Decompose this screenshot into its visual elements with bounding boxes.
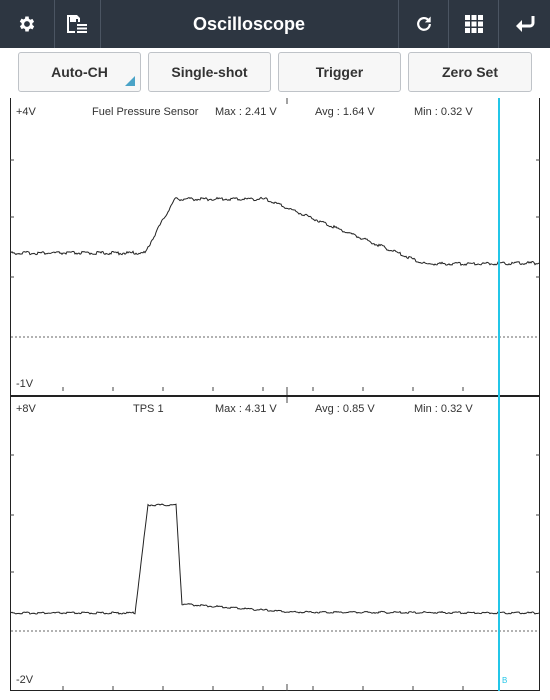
scope-area[interactable] bbox=[10, 98, 540, 691]
zero-set-button[interactable]: Zero Set bbox=[408, 52, 532, 92]
ticks bbox=[10, 98, 540, 691]
trigger-label: Trigger bbox=[315, 64, 364, 80]
auto-ch-button[interactable]: Auto-CH bbox=[18, 52, 141, 92]
refresh-icon bbox=[417, 16, 431, 31]
grid-icon bbox=[465, 15, 483, 33]
refresh-button[interactable] bbox=[398, 0, 449, 48]
ch2-name: TPS 1 bbox=[133, 403, 164, 415]
back-arrow-icon bbox=[516, 16, 535, 32]
back-button[interactable] bbox=[498, 0, 550, 48]
ch2-max: Max : 4.31 V bbox=[215, 403, 277, 415]
page-title: Oscilloscope bbox=[192, 13, 306, 34]
zero-set-label: Zero Set bbox=[441, 64, 498, 80]
ch1-min: Min : 0.32 V bbox=[414, 106, 473, 118]
cursor-b-label: B bbox=[502, 676, 508, 685]
ch2-min: Min : 0.32 V bbox=[414, 403, 473, 415]
single-shot-button[interactable]: Single-shot bbox=[148, 52, 271, 92]
trigger-button[interactable]: Trigger bbox=[278, 52, 401, 92]
dropdown-corner-icon bbox=[125, 76, 135, 86]
ch1-avg: Avg : 1.64 V bbox=[315, 106, 375, 118]
ch1-trace bbox=[10, 196, 540, 267]
ch2-avg: Avg : 0.85 V bbox=[315, 403, 375, 415]
toolbar: Oscilloscope bbox=[0, 0, 550, 48]
ch1-max: Max : 2.41 V bbox=[215, 106, 277, 118]
save-list-button[interactable] bbox=[54, 0, 101, 48]
ch2-trace bbox=[10, 503, 540, 615]
settings-button[interactable] bbox=[0, 0, 55, 48]
ch2-scale-top: +8V bbox=[16, 403, 36, 415]
gear-icon bbox=[19, 16, 35, 32]
save-list-icon bbox=[67, 15, 87, 33]
channel-divider bbox=[10, 395, 540, 397]
ch2-scale-bottom: -2V bbox=[16, 674, 34, 686]
auto-ch-label: Auto-CH bbox=[51, 64, 108, 80]
single-shot-label: Single-shot bbox=[171, 64, 248, 80]
ch1-scale-top: +4V bbox=[16, 106, 36, 118]
cursor-b-line[interactable] bbox=[498, 98, 500, 691]
ch1-name: Fuel Pressure Sensor bbox=[92, 106, 199, 118]
grid-button[interactable] bbox=[448, 0, 499, 48]
ch1-scale-bottom: -1V bbox=[16, 378, 34, 390]
